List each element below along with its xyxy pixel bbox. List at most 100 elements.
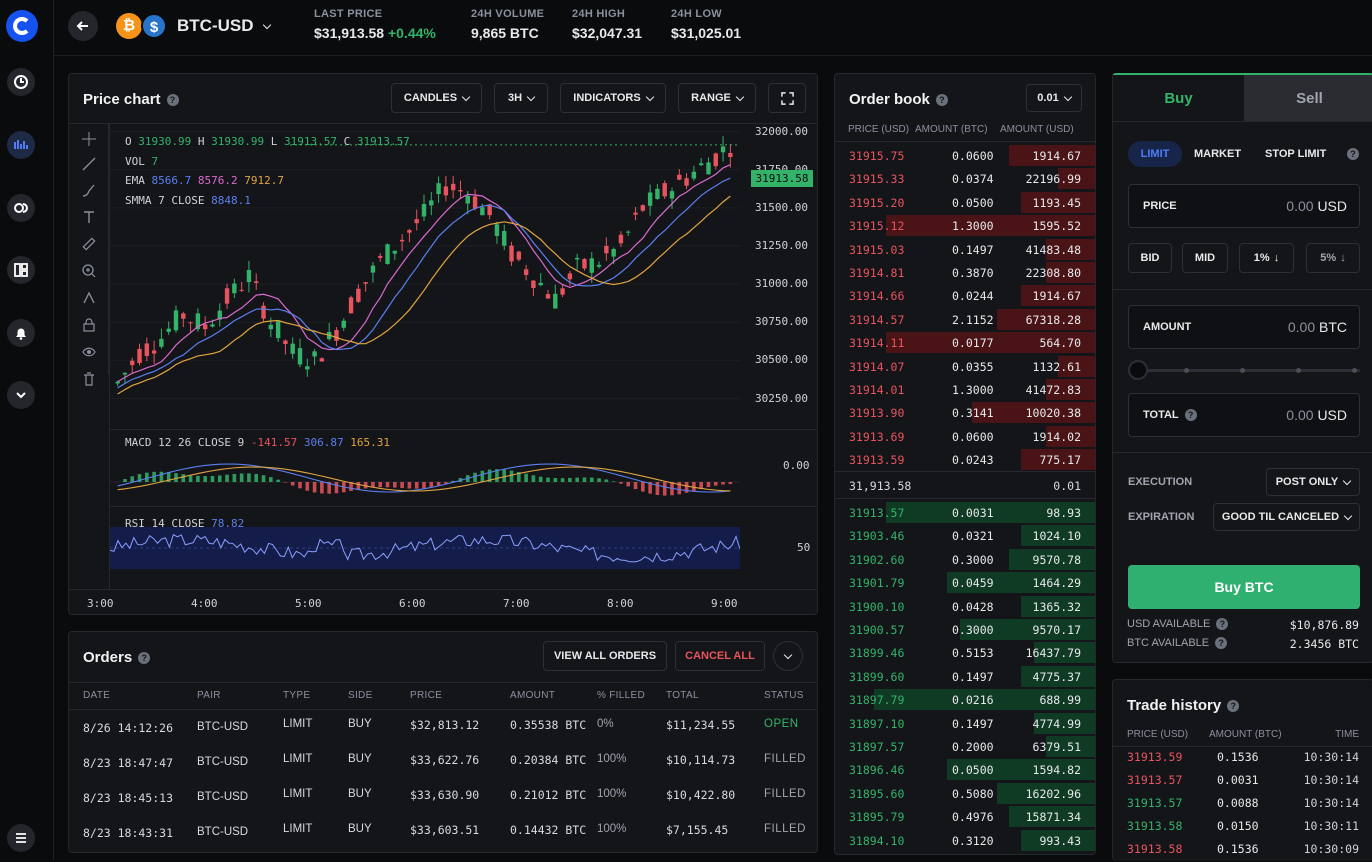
ask-row[interactable]: 31913.69 0.0600 1914.02 xyxy=(849,425,1095,448)
amount-input[interactable]: 0.00 BTC xyxy=(1287,319,1347,335)
help-icon[interactable]: ? xyxy=(166,94,179,107)
ask-row[interactable]: 31915.33 0.0374 22196.99 xyxy=(849,167,1095,190)
brush-icon[interactable] xyxy=(82,183,96,197)
price-label: PRICE xyxy=(1143,200,1177,212)
ask-row[interactable]: 31914.81 0.3870 22308.80 xyxy=(849,261,1095,284)
order-type-limit[interactable]: LIMIT xyxy=(1128,141,1182,167)
five-percent-button[interactable]: 5% ↓ xyxy=(1306,243,1360,273)
indicators-dropdown[interactable]: INDICATORS xyxy=(560,83,666,113)
help-icon[interactable]: ? xyxy=(138,652,151,665)
ask-row[interactable]: 31915.75 0.0600 1914.67 xyxy=(849,144,1095,167)
list-item[interactable]: 31913.58 0.0150 10:30:11 xyxy=(1113,815,1372,838)
bid-row[interactable]: 31900.57 0.3000 9570.17 xyxy=(849,618,1095,641)
text-tool-icon[interactable] xyxy=(82,210,96,224)
bid-row[interactable]: 31899.46 0.5153 16437.79 xyxy=(849,641,1095,664)
menu-icon[interactable] xyxy=(7,824,35,852)
bid-row[interactable]: 31897.57 0.2000 6379.51 xyxy=(849,735,1095,758)
table-row[interactable]: 8/23 18:47:47 BTC-USD LIMIT BUY $33,622.76 0.… xyxy=(69,749,817,779)
candlestick-chart[interactable] xyxy=(110,124,740,429)
fullscreen-button[interactable] xyxy=(768,83,806,113)
bid-row[interactable]: 31901.79 0.0459 1464.29 xyxy=(849,571,1095,594)
candle-body xyxy=(618,234,624,244)
bid-row[interactable]: 31895.60 0.5080 16202.96 xyxy=(849,782,1095,805)
bid-row[interactable]: 31902.60 0.3000 9570.78 xyxy=(849,548,1095,571)
bid-row[interactable]: 31896.46 0.0500 1594.82 xyxy=(849,758,1095,781)
ob-amount-btc: 1.3000 xyxy=(952,383,994,397)
tab-sell[interactable]: Sell xyxy=(1244,75,1372,121)
tab-buy[interactable]: Buy xyxy=(1113,75,1244,121)
history-icon[interactable] xyxy=(7,68,35,96)
total-input[interactable]: 0.00 USD xyxy=(1286,407,1347,423)
collapse-button[interactable] xyxy=(773,641,803,671)
table-row[interactable]: 8/23 18:43:31 BTC-USD LIMIT BUY $33,603.51 0.… xyxy=(69,819,817,849)
dashboard-icon[interactable] xyxy=(7,256,35,284)
bid-row[interactable]: 31895.79 0.4976 15871.34 xyxy=(849,805,1095,828)
trade-chart-icon[interactable] xyxy=(7,131,35,159)
price-input[interactable]: 0.00 USD xyxy=(1286,198,1347,214)
chevron-down-icon[interactable] xyxy=(7,381,35,409)
amount-slider[interactable] xyxy=(1128,359,1360,381)
bid-row[interactable]: 31897.79 0.0216 688.99 xyxy=(849,688,1095,711)
bid-button[interactable]: BID xyxy=(1128,243,1172,273)
ask-row[interactable]: 31914.01 1.3000 41472.83 xyxy=(849,378,1095,401)
trend-line-icon[interactable] xyxy=(82,157,96,171)
total-field[interactable]: TOTAL? 0.00 USD xyxy=(1128,393,1360,437)
ruler-icon[interactable] xyxy=(82,237,96,251)
ask-row[interactable]: 31915.03 0.1497 41483.48 xyxy=(849,238,1095,261)
eye-icon[interactable] xyxy=(82,345,96,359)
trash-icon[interactable] xyxy=(82,372,96,386)
ask-row[interactable]: 31915.20 0.0500 1193.45 xyxy=(849,191,1095,214)
help-icon[interactable]: ? xyxy=(935,94,948,107)
precision-dropdown[interactable]: 0.01 xyxy=(1026,84,1082,112)
view-all-orders-button[interactable]: VIEW ALL ORDERS xyxy=(543,641,667,671)
list-item[interactable]: 31913.57 0.0031 10:30:14 xyxy=(1113,769,1372,792)
help-icon[interactable]: ? xyxy=(1347,148,1359,160)
execution-dropdown[interactable]: POST ONLY xyxy=(1266,468,1360,496)
bid-row[interactable]: 31903.46 0.0321 1024.10 xyxy=(849,524,1095,547)
interval-dropdown[interactable]: 3H xyxy=(494,83,548,113)
bid-row[interactable]: 31900.10 0.0428 1365.32 xyxy=(849,595,1095,618)
bid-row[interactable]: 31897.10 0.1497 4774.99 xyxy=(849,712,1095,735)
crosshair-icon[interactable] xyxy=(82,132,96,146)
list-item[interactable]: 31913.59 0.1536 10:30:14 xyxy=(1113,746,1372,769)
buy-btc-button[interactable]: Buy BTC xyxy=(1128,565,1360,609)
bell-icon[interactable] xyxy=(7,319,35,347)
bid-row[interactable]: 31899.60 0.1497 4775.37 xyxy=(849,665,1095,688)
ask-row[interactable]: 31914.57 2.1152 67318.28 xyxy=(849,308,1095,331)
ask-row[interactable]: 31915.12 1.3000 1595.52 xyxy=(849,214,1095,237)
cancel-all-button[interactable]: CANCEL ALL xyxy=(675,641,765,671)
magnet-icon[interactable] xyxy=(82,291,96,305)
portfolio-icon[interactable] xyxy=(7,194,35,222)
back-button[interactable] xyxy=(68,11,98,41)
zoom-icon[interactable] xyxy=(82,264,96,278)
expiration-dropdown[interactable]: GOOD TIL CANCELED xyxy=(1213,503,1360,531)
range-dropdown[interactable]: RANGE xyxy=(678,83,756,113)
slider-handle[interactable] xyxy=(1128,360,1148,380)
lock-icon[interactable] xyxy=(82,318,96,332)
ask-row[interactable]: 31913.59 0.0243 775.17 xyxy=(849,448,1095,471)
pair-selector[interactable]: BTC-USD xyxy=(177,16,271,36)
coinbase-logo-icon[interactable] xyxy=(6,10,38,42)
mid-button[interactable]: MID xyxy=(1182,243,1228,273)
help-icon[interactable]: ? xyxy=(1184,409,1197,422)
order-type-stop-limit[interactable]: STOP LIMIT xyxy=(1265,148,1327,160)
table-row[interactable]: 8/26 14:12:26 BTC-USD LIMIT BUY $32,813.12 0.… xyxy=(69,714,817,744)
help-icon[interactable]: ? xyxy=(1227,700,1240,713)
ask-row[interactable]: 31914.66 0.0244 1914.67 xyxy=(849,284,1095,307)
ask-row[interactable]: 31913.90 0.3141 10020.38 xyxy=(849,401,1095,424)
list-item[interactable]: 31913.57 0.0088 10:30:14 xyxy=(1113,792,1372,815)
table-row[interactable]: 8/23 18:45:13 BTC-USD LIMIT BUY $33,630.90 0.… xyxy=(69,784,817,814)
bid-row[interactable]: 31913.57 0.0031 98.93 xyxy=(849,501,1095,524)
bid-row[interactable]: 31894.10 0.3120 993.43 xyxy=(849,829,1095,852)
amount-field[interactable]: AMOUNT 0.00 BTC xyxy=(1128,305,1360,349)
price-field[interactable]: PRICE 0.00 USD xyxy=(1128,184,1360,228)
ob-amount-btc: 0.0459 xyxy=(952,576,994,591)
help-icon[interactable]: ? xyxy=(1215,637,1228,650)
order-type-market[interactable]: MARKET xyxy=(1194,148,1242,160)
ask-row[interactable]: 31914.07 0.0355 1132.61 xyxy=(849,355,1095,378)
candles-dropdown[interactable]: CANDLES xyxy=(391,83,482,113)
one-percent-button[interactable]: 1% ↓ xyxy=(1239,243,1294,273)
help-icon[interactable]: ? xyxy=(1216,618,1229,631)
ask-row[interactable]: 31914.11 0.0177 564.70 xyxy=(849,331,1095,354)
list-item[interactable]: 31913.58 0.1536 10:30:09 xyxy=(1113,838,1372,861)
